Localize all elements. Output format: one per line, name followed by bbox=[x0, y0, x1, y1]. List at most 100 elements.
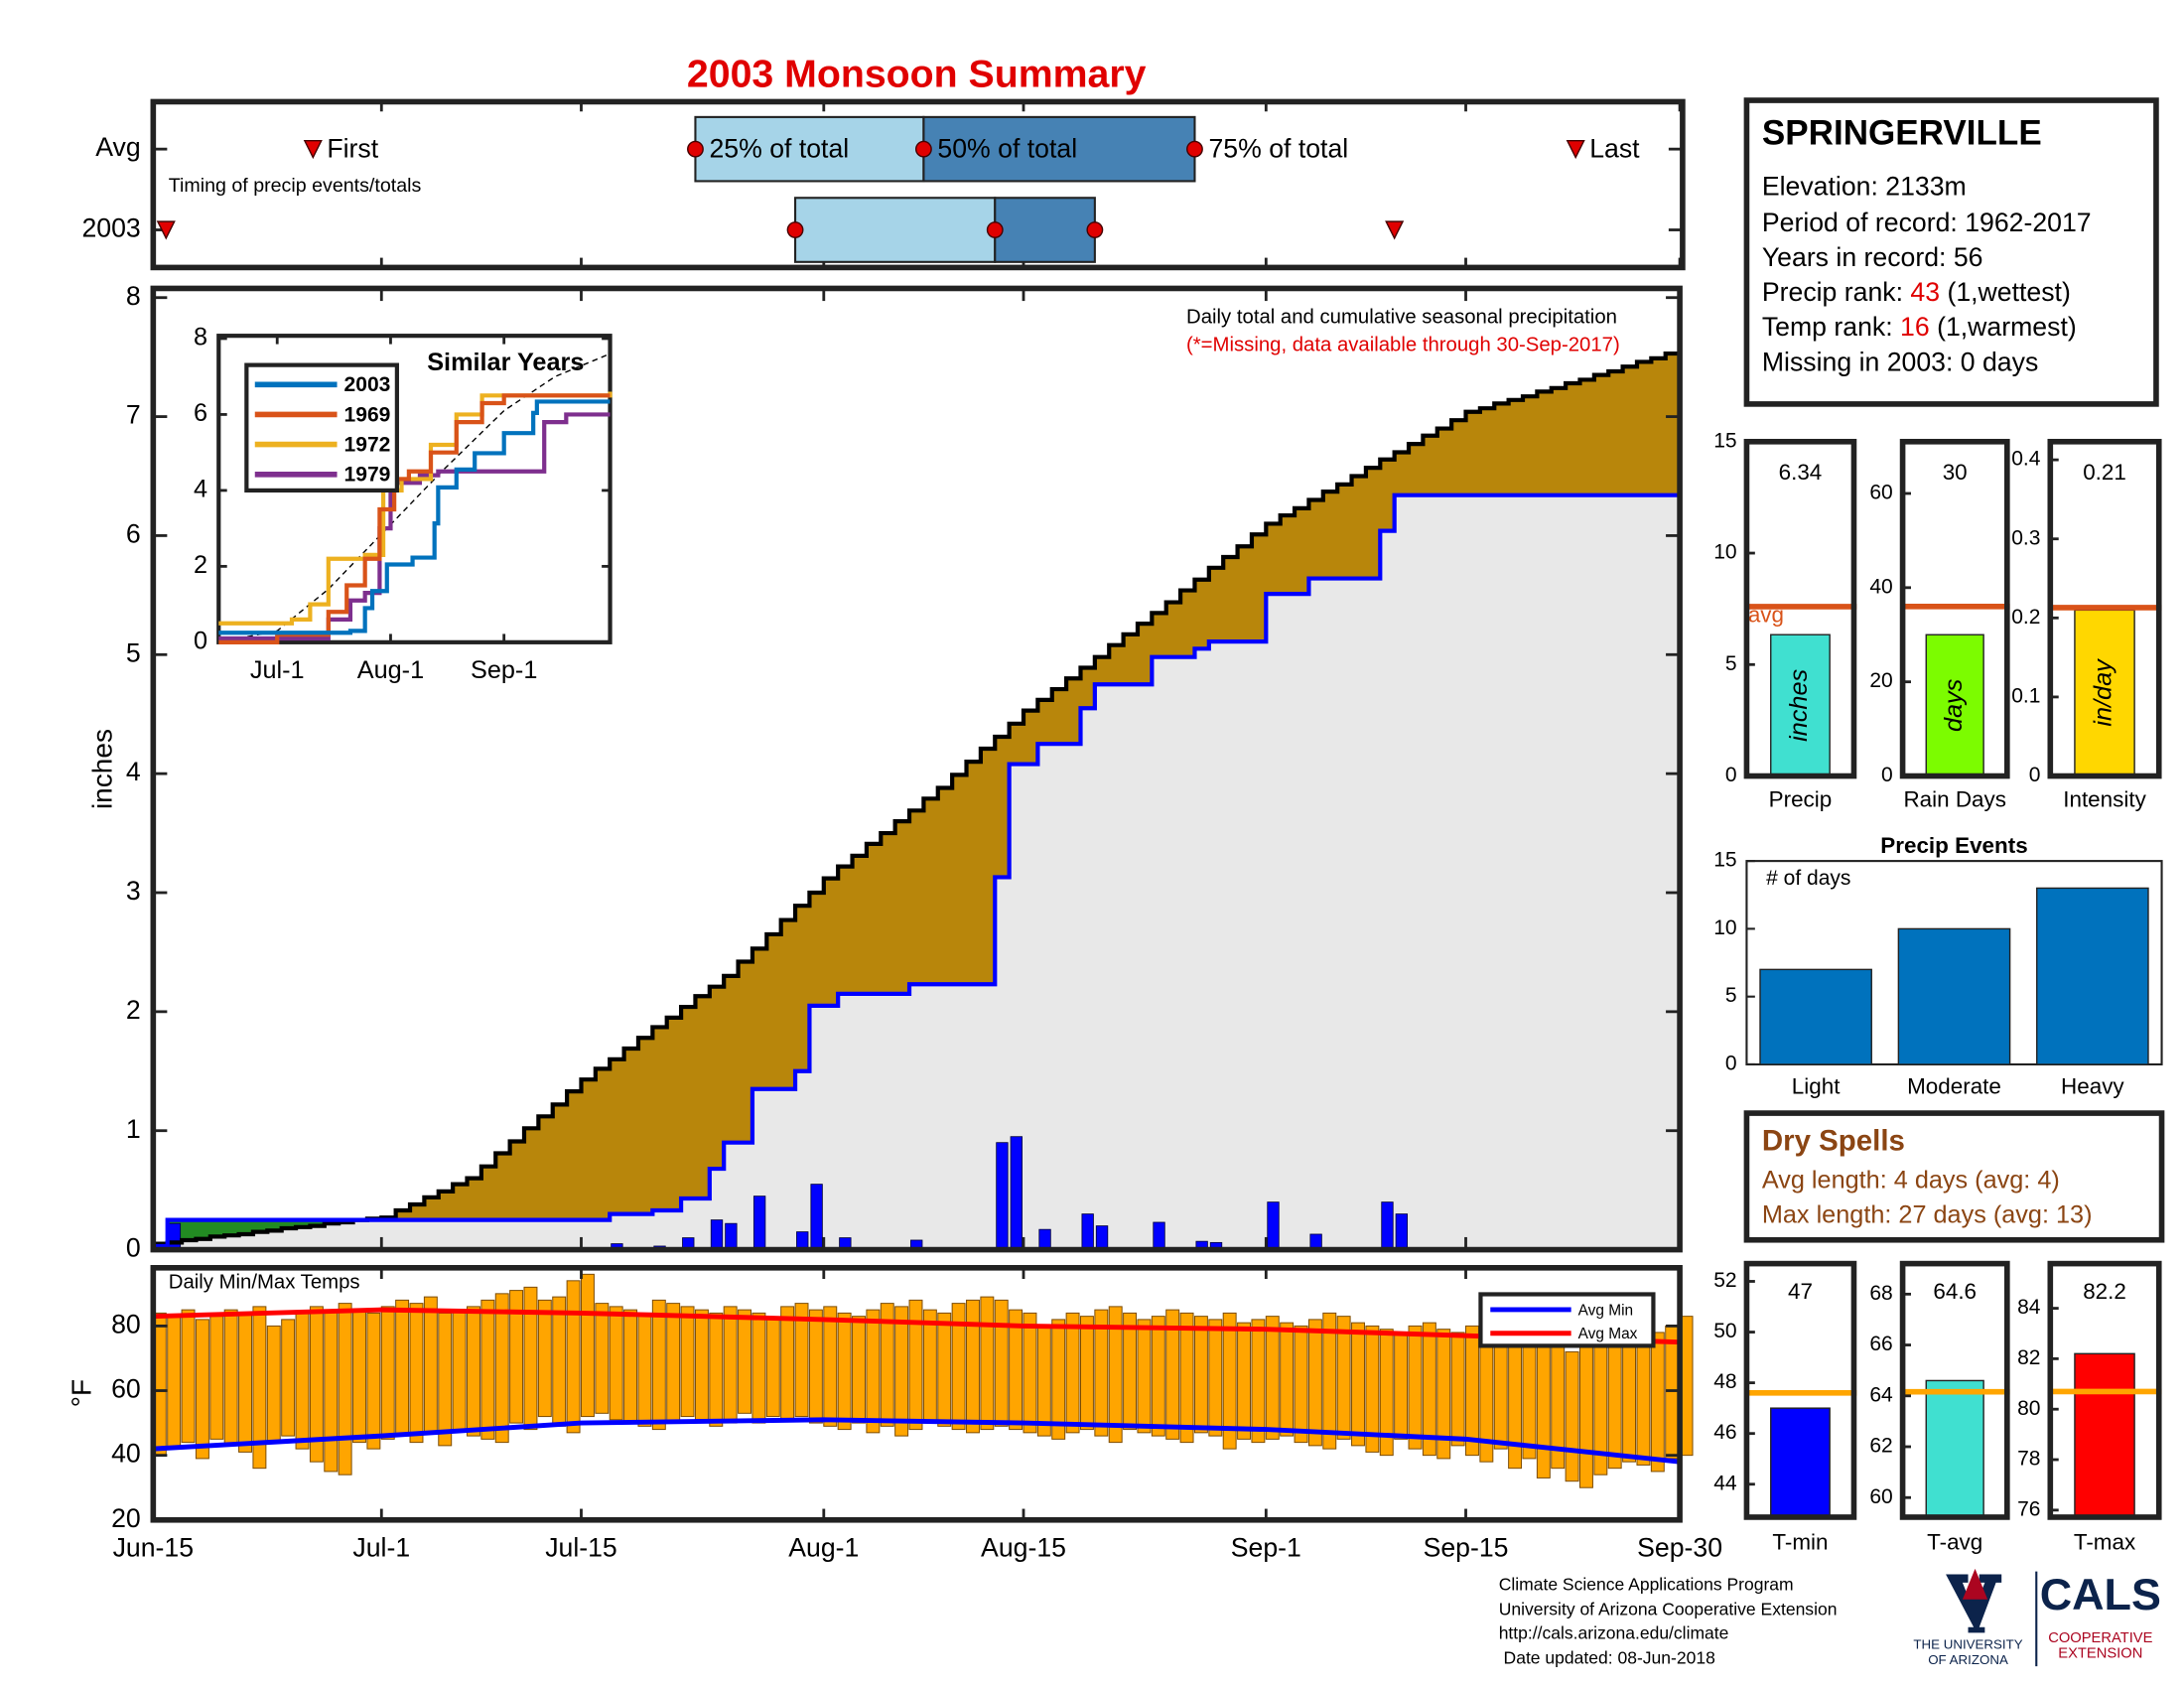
temp-range-bar bbox=[966, 1299, 980, 1434]
stat-value: 30 bbox=[1943, 460, 1968, 485]
temp-range-bar bbox=[181, 1309, 196, 1444]
footer-line: University of Arizona Cooperative Extens… bbox=[1499, 1600, 1838, 1619]
timing-label: 50% of total bbox=[937, 134, 1077, 164]
temp-range-bar bbox=[1237, 1322, 1251, 1440]
stat-bar bbox=[1925, 633, 1984, 777]
y-tick-label: 0 bbox=[2029, 764, 2041, 786]
temp-range-bar bbox=[324, 1309, 339, 1473]
inset-y-tick-label: 2 bbox=[194, 551, 207, 579]
temp-range-bar bbox=[1536, 1344, 1551, 1478]
temp-range-bar bbox=[1636, 1337, 1651, 1466]
daily-bar bbox=[996, 1142, 1009, 1250]
stat-frame bbox=[1743, 1260, 1857, 1520]
temp-range-bar bbox=[1222, 1312, 1237, 1450]
stat-label: Rain Days bbox=[1903, 787, 2005, 812]
daily-bar bbox=[1395, 1213, 1409, 1250]
percentile-marker bbox=[1086, 221, 1104, 238]
stat-frame bbox=[2047, 438, 2162, 779]
stat-frame bbox=[2047, 1260, 2162, 1520]
inset-x-tick-label: Aug-1 bbox=[357, 656, 424, 684]
inset-x-tick-label: Sep-1 bbox=[471, 656, 537, 684]
temp-range-bar bbox=[951, 1303, 966, 1431]
y-tick-label: 44 bbox=[1713, 1472, 1737, 1494]
inset-y-tick-label: 6 bbox=[194, 399, 207, 427]
cumulative-line bbox=[153, 492, 1681, 1249]
y-tick-label: 5 bbox=[1725, 984, 1737, 1007]
stat-unit: inches bbox=[1785, 669, 1813, 742]
temp-range-bar bbox=[423, 1296, 438, 1434]
y-tick-label: 76 bbox=[2017, 1497, 2040, 1520]
temp-range-bar bbox=[866, 1309, 881, 1434]
temp-range-bar bbox=[1578, 1325, 1593, 1488]
y-tick-label: 64 bbox=[1869, 1383, 1893, 1406]
temp-range-bar bbox=[1009, 1309, 1024, 1431]
similar-year-line bbox=[218, 399, 611, 635]
temp-range-bar bbox=[765, 1319, 780, 1418]
ua-logo-a-inner bbox=[1962, 1568, 1988, 1600]
average-cumulative-line bbox=[153, 349, 1683, 1246]
temp-range-bar bbox=[1165, 1309, 1180, 1440]
row-label: Avg bbox=[95, 132, 140, 162]
temp-rank-value: 16 bbox=[1900, 312, 1930, 342]
stat-unit: in/day bbox=[2090, 658, 2117, 727]
temp-range-bar bbox=[922, 1309, 937, 1424]
daily-bar bbox=[1010, 1136, 1023, 1250]
daily-bar bbox=[168, 1222, 182, 1250]
precip-rank-note: (1,wettest) bbox=[1947, 277, 2070, 307]
stat-frame bbox=[1899, 1260, 2010, 1520]
legend-label: 1972 bbox=[344, 434, 391, 457]
x-tick-label: Aug-1 bbox=[788, 1532, 859, 1562]
y-tick-label: 3 bbox=[126, 876, 141, 906]
temp-range-bar bbox=[980, 1296, 995, 1431]
stat-label: T-max bbox=[2074, 1530, 2135, 1555]
y-tick-label: 8 bbox=[126, 281, 141, 311]
y-tick-label: 66 bbox=[1869, 1333, 1892, 1355]
x-tick-label: Jul-1 bbox=[352, 1532, 410, 1562]
daily-bar bbox=[1381, 1201, 1394, 1250]
y-tick-label: 20 bbox=[1869, 669, 1892, 692]
y-tick-label: 10 bbox=[1713, 916, 1736, 939]
temp-range-bar bbox=[994, 1299, 1009, 1427]
timing-label: 75% of total bbox=[1208, 134, 1348, 164]
temp-range-bar bbox=[880, 1303, 894, 1427]
average-label: avg bbox=[1748, 603, 1784, 628]
events-title: Precip Events bbox=[1880, 833, 2027, 858]
temp-range-bar bbox=[266, 1325, 281, 1444]
temp-range-bar bbox=[1137, 1319, 1152, 1434]
y-tick-label: 52 bbox=[1713, 1269, 1736, 1292]
temp-range-bar bbox=[580, 1273, 595, 1418]
timing-label: First bbox=[327, 134, 378, 164]
temp-rank-label: Temp rank: bbox=[1762, 312, 1893, 342]
timing-subtitle: Timing of precip events/totals bbox=[169, 175, 422, 197]
row-label: 2003 bbox=[81, 213, 140, 243]
event-marker bbox=[1566, 140, 1585, 160]
temp-range-bar bbox=[1193, 1316, 1208, 1434]
y-tick-label: 0.3 bbox=[2011, 526, 2040, 549]
temp-range-bar bbox=[1179, 1312, 1194, 1444]
temp-range-bar bbox=[1465, 1325, 1479, 1457]
temp-range-bar bbox=[352, 1309, 366, 1444]
temp-range-bar bbox=[467, 1306, 480, 1437]
y-tick-label: 2 bbox=[126, 995, 141, 1025]
station-period: Period of record: 1962-2017 bbox=[1762, 208, 2092, 237]
temp-range-bar bbox=[1394, 1332, 1409, 1440]
temp-rank: Temp rank: 16 (1,warmest) bbox=[1762, 312, 2077, 342]
annotation: Daily total and cumulative seasonal prec… bbox=[1186, 306, 1617, 328]
temp-range-bar bbox=[1322, 1312, 1337, 1450]
x-tick-label: Aug-15 bbox=[981, 1532, 1066, 1562]
temp-range-bar bbox=[723, 1306, 738, 1424]
temp-range-bar bbox=[1493, 1332, 1508, 1450]
y-tick-label: 40 bbox=[1869, 575, 1892, 598]
temp-range-bar bbox=[751, 1312, 766, 1424]
y-tick-label: 46 bbox=[1713, 1421, 1736, 1444]
temp-range-bar bbox=[680, 1306, 695, 1418]
temp-range-bar bbox=[395, 1299, 410, 1437]
footer-line: Date updated: 08-Jun-2018 bbox=[1499, 1648, 1715, 1668]
y-tick-label: 80 bbox=[2017, 1397, 2040, 1420]
temp-range-bar bbox=[894, 1306, 909, 1437]
temp-range-bar bbox=[366, 1312, 381, 1450]
temp-range-bar bbox=[509, 1290, 524, 1424]
temp-frame bbox=[150, 1265, 1683, 1523]
temp-range-bar bbox=[238, 1312, 252, 1453]
